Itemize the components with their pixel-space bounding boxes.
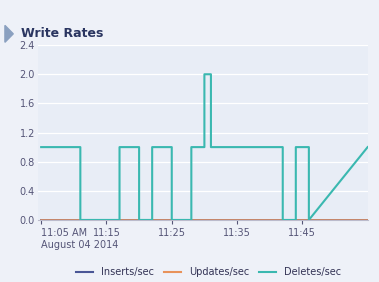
Legend: Inserts/sec, Updates/sec, Deletes/sec: Inserts/sec, Updates/sec, Deletes/sec (76, 267, 341, 277)
Text: Write Rates: Write Rates (21, 27, 103, 40)
